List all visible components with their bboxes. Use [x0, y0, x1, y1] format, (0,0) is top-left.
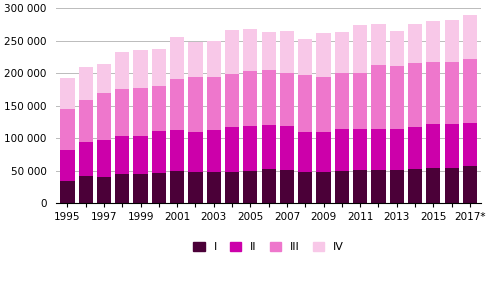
Bar [444, 124, 459, 168]
Bar [280, 31, 294, 72]
Bar [463, 59, 477, 123]
Bar [97, 177, 111, 204]
Bar [463, 166, 477, 204]
Bar [97, 64, 111, 93]
Bar [426, 62, 440, 124]
Bar [134, 174, 148, 204]
Bar [207, 172, 221, 204]
Bar [316, 172, 331, 204]
Bar [426, 21, 440, 62]
Bar [170, 79, 184, 130]
Bar [335, 73, 349, 129]
Bar [262, 70, 276, 125]
Legend: I, II, III, IV: I, II, III, IV [189, 237, 348, 256]
Bar [390, 129, 404, 170]
Bar [225, 30, 239, 74]
Bar [353, 170, 367, 204]
Bar [335, 129, 349, 171]
Bar [207, 130, 221, 172]
Bar [170, 171, 184, 204]
Bar [189, 77, 203, 133]
Bar [390, 31, 404, 66]
Bar [371, 24, 385, 65]
Bar [371, 65, 385, 129]
Bar [280, 170, 294, 204]
Bar [243, 171, 257, 204]
Bar [353, 25, 367, 73]
Bar [60, 181, 75, 204]
Bar [335, 32, 349, 73]
Bar [152, 131, 166, 173]
Bar [97, 93, 111, 140]
Bar [152, 86, 166, 131]
Bar [316, 33, 331, 77]
Bar [60, 109, 75, 150]
Bar [170, 37, 184, 79]
Bar [316, 133, 331, 172]
Bar [280, 72, 294, 126]
Bar [189, 133, 203, 172]
Bar [207, 76, 221, 130]
Bar [60, 150, 75, 181]
Bar [225, 127, 239, 172]
Bar [134, 88, 148, 136]
Bar [152, 49, 166, 86]
Bar [170, 130, 184, 171]
Bar [262, 32, 276, 70]
Bar [298, 75, 312, 132]
Bar [79, 100, 93, 142]
Bar [371, 170, 385, 204]
Bar [408, 169, 422, 204]
Bar [243, 71, 257, 126]
Bar [298, 39, 312, 75]
Bar [115, 53, 130, 89]
Bar [60, 78, 75, 109]
Bar [225, 74, 239, 127]
Bar [79, 67, 93, 100]
Bar [189, 172, 203, 204]
Bar [97, 140, 111, 177]
Bar [207, 41, 221, 76]
Bar [371, 129, 385, 170]
Bar [463, 123, 477, 166]
Bar [426, 168, 440, 204]
Bar [280, 126, 294, 170]
Bar [444, 20, 459, 62]
Bar [243, 126, 257, 171]
Bar [444, 168, 459, 204]
Bar [408, 127, 422, 169]
Bar [134, 136, 148, 174]
Bar [390, 66, 404, 129]
Bar [134, 50, 148, 88]
Bar [115, 137, 130, 174]
Bar [298, 132, 312, 172]
Bar [390, 170, 404, 204]
Bar [243, 29, 257, 71]
Bar [426, 124, 440, 168]
Bar [353, 129, 367, 170]
Bar [316, 77, 331, 133]
Bar [115, 89, 130, 137]
Bar [463, 15, 477, 59]
Bar [262, 125, 276, 169]
Bar [225, 172, 239, 204]
Bar [79, 176, 93, 204]
Bar [79, 142, 93, 176]
Bar [298, 172, 312, 204]
Bar [262, 169, 276, 204]
Bar [115, 174, 130, 204]
Bar [444, 62, 459, 124]
Bar [408, 63, 422, 127]
Bar [152, 173, 166, 204]
Bar [189, 42, 203, 77]
Bar [353, 73, 367, 129]
Bar [408, 24, 422, 63]
Bar [335, 171, 349, 204]
